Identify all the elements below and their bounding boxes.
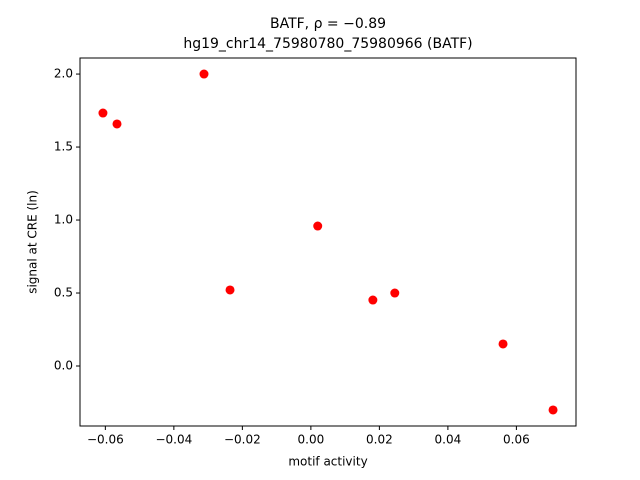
x-tick-label: −0.06 (87, 433, 124, 447)
point (225, 285, 235, 295)
x-tick-label: 0.06 (503, 433, 530, 447)
point (313, 221, 323, 231)
point (368, 295, 378, 305)
x-tick-label: −0.02 (224, 433, 261, 447)
x-tick-label: 0.02 (366, 433, 393, 447)
y-tick-label: 0.0 (54, 359, 73, 373)
y-tick-label: 1.5 (54, 140, 73, 154)
x-tick-label: 0.04 (435, 433, 462, 447)
x-tick-label: −0.04 (155, 433, 192, 447)
chart-subtitle: hg19_chr14_75980780_75980966 (BATF) (183, 36, 472, 52)
point (498, 339, 508, 349)
point (112, 119, 122, 129)
y-tick-label: 1.0 (54, 213, 73, 227)
y-tick-label: 2.0 (54, 67, 73, 81)
point (390, 288, 400, 298)
x-tick-label: 0.00 (298, 433, 325, 447)
point (548, 405, 558, 415)
y-axis-label: signal at CRE (ln) (26, 190, 40, 294)
chart-title: BATF, ρ = −0.89 (270, 16, 386, 32)
point (199, 69, 209, 79)
y-tick-label: 0.5 (54, 286, 73, 300)
point (98, 108, 108, 118)
plot-frame (79, 57, 577, 427)
x-axis-label: motif activity (288, 455, 367, 469)
